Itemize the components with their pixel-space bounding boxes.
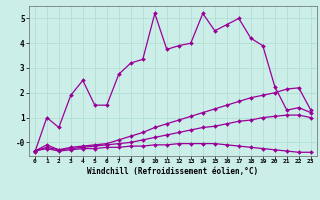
X-axis label: Windchill (Refroidissement éolien,°C): Windchill (Refroidissement éolien,°C) [87,167,258,176]
